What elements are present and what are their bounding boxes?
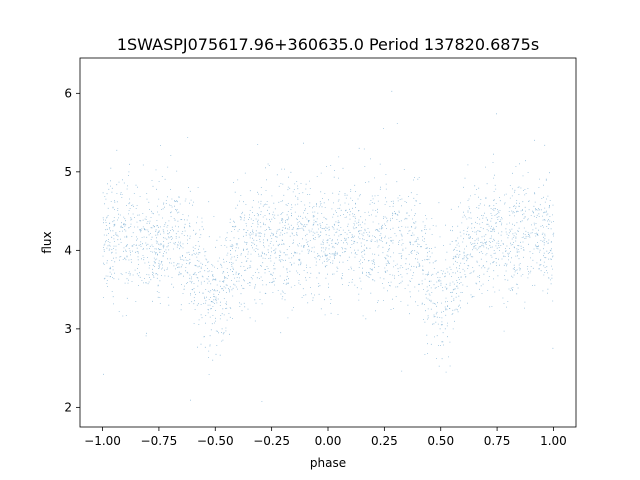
x-tick-label: 0.50 — [427, 434, 454, 448]
x-tick-label: −0.50 — [197, 434, 234, 448]
chart-title: 1SWASPJ075617.96+360635.0 Period 137820.… — [117, 35, 539, 54]
y-tick-label: 3 — [64, 322, 72, 336]
y-axis-ticks: 2 3 4 5 6 — [64, 86, 80, 414]
plot-area — [79, 57, 577, 428]
y-tick-label: 6 — [64, 86, 72, 100]
y-tick-label: 4 — [64, 243, 72, 257]
y-tick-label: 2 — [64, 400, 72, 414]
x-tick-label: 0.75 — [484, 434, 511, 448]
x-tick-label: 1.00 — [540, 434, 567, 448]
x-axis-ticks: −1.00 −0.75 −0.50 −0.25 0.00 0.25 0.50 0.75 1.00 — [84, 427, 567, 448]
plot-background — [80, 58, 576, 427]
x-tick-label: −0.75 — [141, 434, 178, 448]
x-axis-label: phase — [310, 456, 346, 470]
x-tick-label: −0.25 — [253, 434, 290, 448]
y-tick-label: 5 — [64, 165, 72, 179]
x-tick-label: 0.00 — [315, 434, 342, 448]
y-axis-label: flux — [40, 231, 54, 253]
x-tick-label: −1.00 — [84, 434, 121, 448]
x-tick-label: 0.25 — [371, 434, 398, 448]
